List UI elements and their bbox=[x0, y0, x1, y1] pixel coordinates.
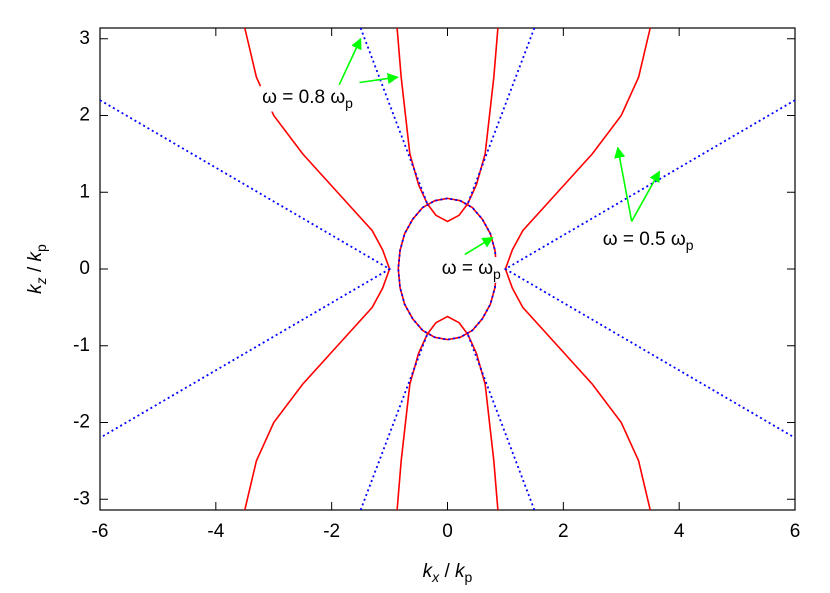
curve bbox=[396, 315, 499, 510]
y-tick-label: -3 bbox=[73, 488, 90, 509]
curve bbox=[466, 28, 536, 205]
text-part: k bbox=[25, 250, 46, 261]
text-part: k bbox=[25, 283, 46, 294]
curve bbox=[100, 99, 392, 439]
annotation-arrow bbox=[464, 236, 494, 256]
annotation-text: ω = 0.8 ωp bbox=[262, 87, 353, 111]
y-axis-label: kz / kp bbox=[25, 244, 49, 294]
curve bbox=[359, 28, 429, 205]
curve bbox=[466, 333, 536, 510]
curve bbox=[397, 197, 498, 341]
text-part: p bbox=[493, 266, 501, 282]
text-part: / bbox=[25, 261, 46, 277]
x-tick-label: -2 bbox=[323, 521, 340, 542]
annotation-background bbox=[260, 85, 356, 112]
y-tick-label: 2 bbox=[79, 105, 90, 126]
plot-area bbox=[100, 28, 795, 510]
y-tick-label: -1 bbox=[73, 335, 90, 356]
annotation-background bbox=[439, 257, 504, 283]
x-tick-label: -4 bbox=[207, 521, 224, 542]
text-part: ω = 0.5 ω bbox=[603, 229, 686, 250]
annotation-arrow bbox=[630, 170, 661, 222]
text-part: p bbox=[465, 569, 473, 585]
text-part: k bbox=[423, 561, 434, 582]
annotation-arrow bbox=[614, 146, 633, 222]
text-part: / bbox=[439, 561, 455, 582]
curve bbox=[503, 99, 795, 439]
annotation-background bbox=[600, 227, 696, 254]
text-part: p bbox=[33, 244, 49, 252]
text-part: p bbox=[345, 95, 353, 111]
annotation-arrow bbox=[359, 72, 399, 85]
curve bbox=[504, 28, 651, 510]
y-tick-label: -2 bbox=[73, 412, 90, 433]
y-tick-label: 3 bbox=[79, 28, 90, 49]
annotation-text: ω = ωp bbox=[442, 258, 501, 282]
text-part: p bbox=[686, 237, 694, 253]
x-tick-label: 6 bbox=[790, 521, 801, 542]
x-tick-label: 0 bbox=[442, 521, 453, 542]
text-part: x bbox=[431, 569, 440, 585]
annotation-text: ω = 0.5 ωp bbox=[603, 229, 694, 253]
y-tick-label: 1 bbox=[79, 181, 90, 202]
y-tick-label: 0 bbox=[79, 258, 90, 279]
curve bbox=[396, 28, 499, 223]
annotation-arrow bbox=[338, 37, 362, 86]
text-part: z bbox=[33, 277, 49, 285]
curve bbox=[359, 333, 429, 510]
text-part: ω = ω bbox=[442, 258, 493, 279]
text-part: ω = 0.8 ω bbox=[262, 87, 345, 108]
x-tick-label: -6 bbox=[92, 521, 109, 542]
text-part: k bbox=[455, 561, 466, 582]
x-tick-label: 4 bbox=[674, 521, 685, 542]
x-tick-label: 2 bbox=[558, 521, 569, 542]
x-axis-label: kx / kp bbox=[423, 561, 473, 585]
